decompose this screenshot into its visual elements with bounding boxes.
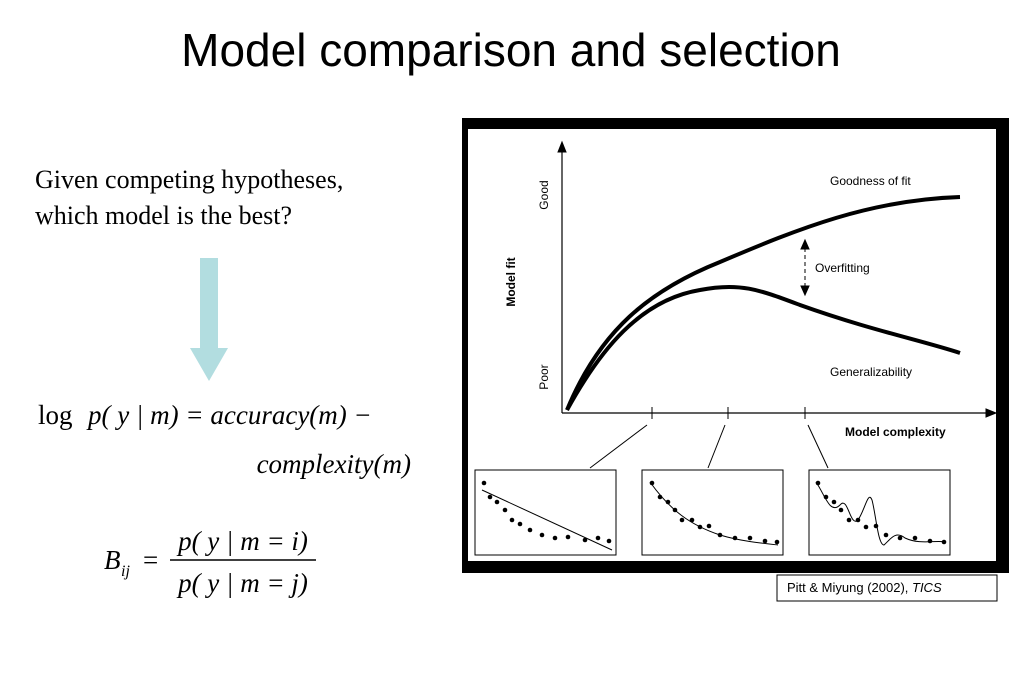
eq-symbol: B xyxy=(104,545,121,575)
point xyxy=(565,534,571,540)
gap-label: Overfitting xyxy=(815,261,870,275)
point xyxy=(747,535,753,541)
point xyxy=(665,499,671,505)
eq-log: log xyxy=(38,400,73,430)
point xyxy=(873,523,879,529)
citation-box xyxy=(776,574,998,602)
y-low-label: Poor xyxy=(537,364,551,389)
point xyxy=(927,538,933,544)
point xyxy=(823,494,829,500)
point xyxy=(502,507,508,513)
citation: Pitt & Miyung (2002), TICS xyxy=(787,580,942,595)
point xyxy=(649,480,655,486)
axes xyxy=(474,140,998,556)
pointer xyxy=(589,424,648,469)
eq-denominator: p( y | m = j) xyxy=(176,568,308,598)
inset-points xyxy=(481,480,947,545)
eq-equals: = xyxy=(143,545,158,575)
point xyxy=(552,535,558,541)
eq-subscript: ij xyxy=(121,563,130,580)
x-axis-label: Model complexity xyxy=(845,425,946,439)
point xyxy=(672,507,678,513)
point xyxy=(883,532,889,538)
point xyxy=(846,517,852,523)
point xyxy=(494,499,500,505)
point xyxy=(838,507,844,513)
point xyxy=(657,494,663,500)
point xyxy=(689,517,695,523)
point xyxy=(487,494,493,500)
point xyxy=(762,538,768,544)
arrow-head xyxy=(190,348,228,381)
point xyxy=(595,535,601,541)
point xyxy=(481,480,487,486)
y-axis-label: Model fit xyxy=(504,257,518,306)
citation-authors: Pitt & Miyung (2002), xyxy=(787,580,912,595)
eq-numerator: p( y | m = i) xyxy=(176,526,308,556)
generalizability-curve xyxy=(565,284,961,411)
point xyxy=(717,532,723,538)
point xyxy=(897,535,903,541)
point xyxy=(732,535,738,541)
point xyxy=(706,523,712,529)
point xyxy=(697,524,703,530)
point xyxy=(539,532,545,538)
point xyxy=(774,539,780,545)
point xyxy=(815,480,821,486)
point xyxy=(863,524,869,530)
point xyxy=(582,537,588,543)
axis-arrow xyxy=(985,408,998,418)
curve-label: Goodness of fit xyxy=(830,174,911,188)
arrow-tip xyxy=(800,285,810,297)
point xyxy=(606,538,612,544)
y-high-label: Good xyxy=(537,180,551,209)
intro-line: Given competing hypotheses, xyxy=(35,165,343,194)
point xyxy=(831,499,837,505)
point xyxy=(679,517,685,523)
inset-panel xyxy=(808,469,951,556)
eq-rhs: p( y | m) = accuracy(m) − xyxy=(86,400,372,430)
point xyxy=(912,535,918,541)
point xyxy=(517,521,523,527)
point xyxy=(941,539,947,545)
point xyxy=(509,517,515,523)
point xyxy=(855,517,861,523)
citation-journal: TICS xyxy=(912,580,942,595)
slide-title: Model comparison and selection xyxy=(181,24,841,76)
axis-arrow xyxy=(557,140,567,153)
curve-label: Generalizability xyxy=(830,365,912,379)
point xyxy=(527,527,533,533)
inset-panel xyxy=(474,469,617,556)
fit-line xyxy=(481,489,613,551)
eq-rhs: complexity(m) xyxy=(257,449,411,479)
fit-line xyxy=(815,481,947,546)
intro-line: which model is the best? xyxy=(35,201,292,230)
arrow-tip xyxy=(800,238,810,250)
pointer xyxy=(707,424,726,469)
pointer xyxy=(807,424,829,469)
arrow-shaft xyxy=(200,258,218,350)
goodness-curve xyxy=(565,195,961,411)
inset-panel xyxy=(641,469,784,556)
